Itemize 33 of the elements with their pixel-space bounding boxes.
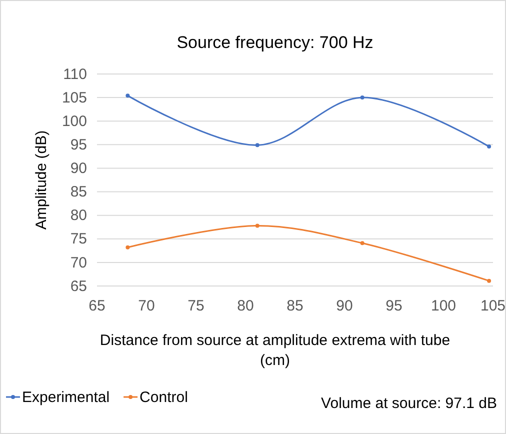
- x-tick-label: 65: [88, 298, 106, 315]
- x-tick-label: 80: [237, 298, 254, 315]
- chart-title: Source frequency: 700 Hz: [176, 33, 374, 52]
- x-axis-title: Distance from source at amplitude extrema with tube (cm): [100, 332, 450, 369]
- y-tick-label: 105: [62, 89, 87, 106]
- x-tick-label: 75: [188, 298, 204, 315]
- legend-label: Experimental: [22, 389, 110, 406]
- x-tick-label: 100: [430, 298, 456, 315]
- point: [126, 245, 130, 250]
- y-tick-label: 80: [70, 207, 87, 224]
- legend-label: Control: [140, 389, 188, 406]
- point: [255, 143, 260, 148]
- x-tick-label: 95: [386, 298, 402, 315]
- y-tick-label: 65: [70, 278, 87, 295]
- x-tick-label: 90: [336, 298, 353, 315]
- y-axis-title: Amplitude (dB): [33, 130, 50, 230]
- y-tick-label: 100: [62, 112, 87, 130]
- y-tick-label: 90: [70, 160, 87, 178]
- y-tick-label: 75: [70, 230, 87, 248]
- x-tick-label: 70: [138, 298, 155, 315]
- point: [360, 96, 364, 100]
- text: Volume at source: 97.1 dB: [321, 395, 497, 412]
- point: [487, 278, 492, 283]
- y-tick-label: 110: [63, 66, 87, 83]
- point: [360, 241, 364, 246]
- point: [255, 224, 260, 228]
- y-tick-label: 70: [70, 254, 87, 272]
- x-tick-label: 105: [480, 298, 506, 315]
- point: [126, 94, 130, 98]
- point: [487, 144, 492, 149]
- x-tick-label: 85: [286, 298, 304, 315]
- y-tick-label: 95: [70, 136, 87, 154]
- y-tick-label: 85: [70, 184, 87, 201]
